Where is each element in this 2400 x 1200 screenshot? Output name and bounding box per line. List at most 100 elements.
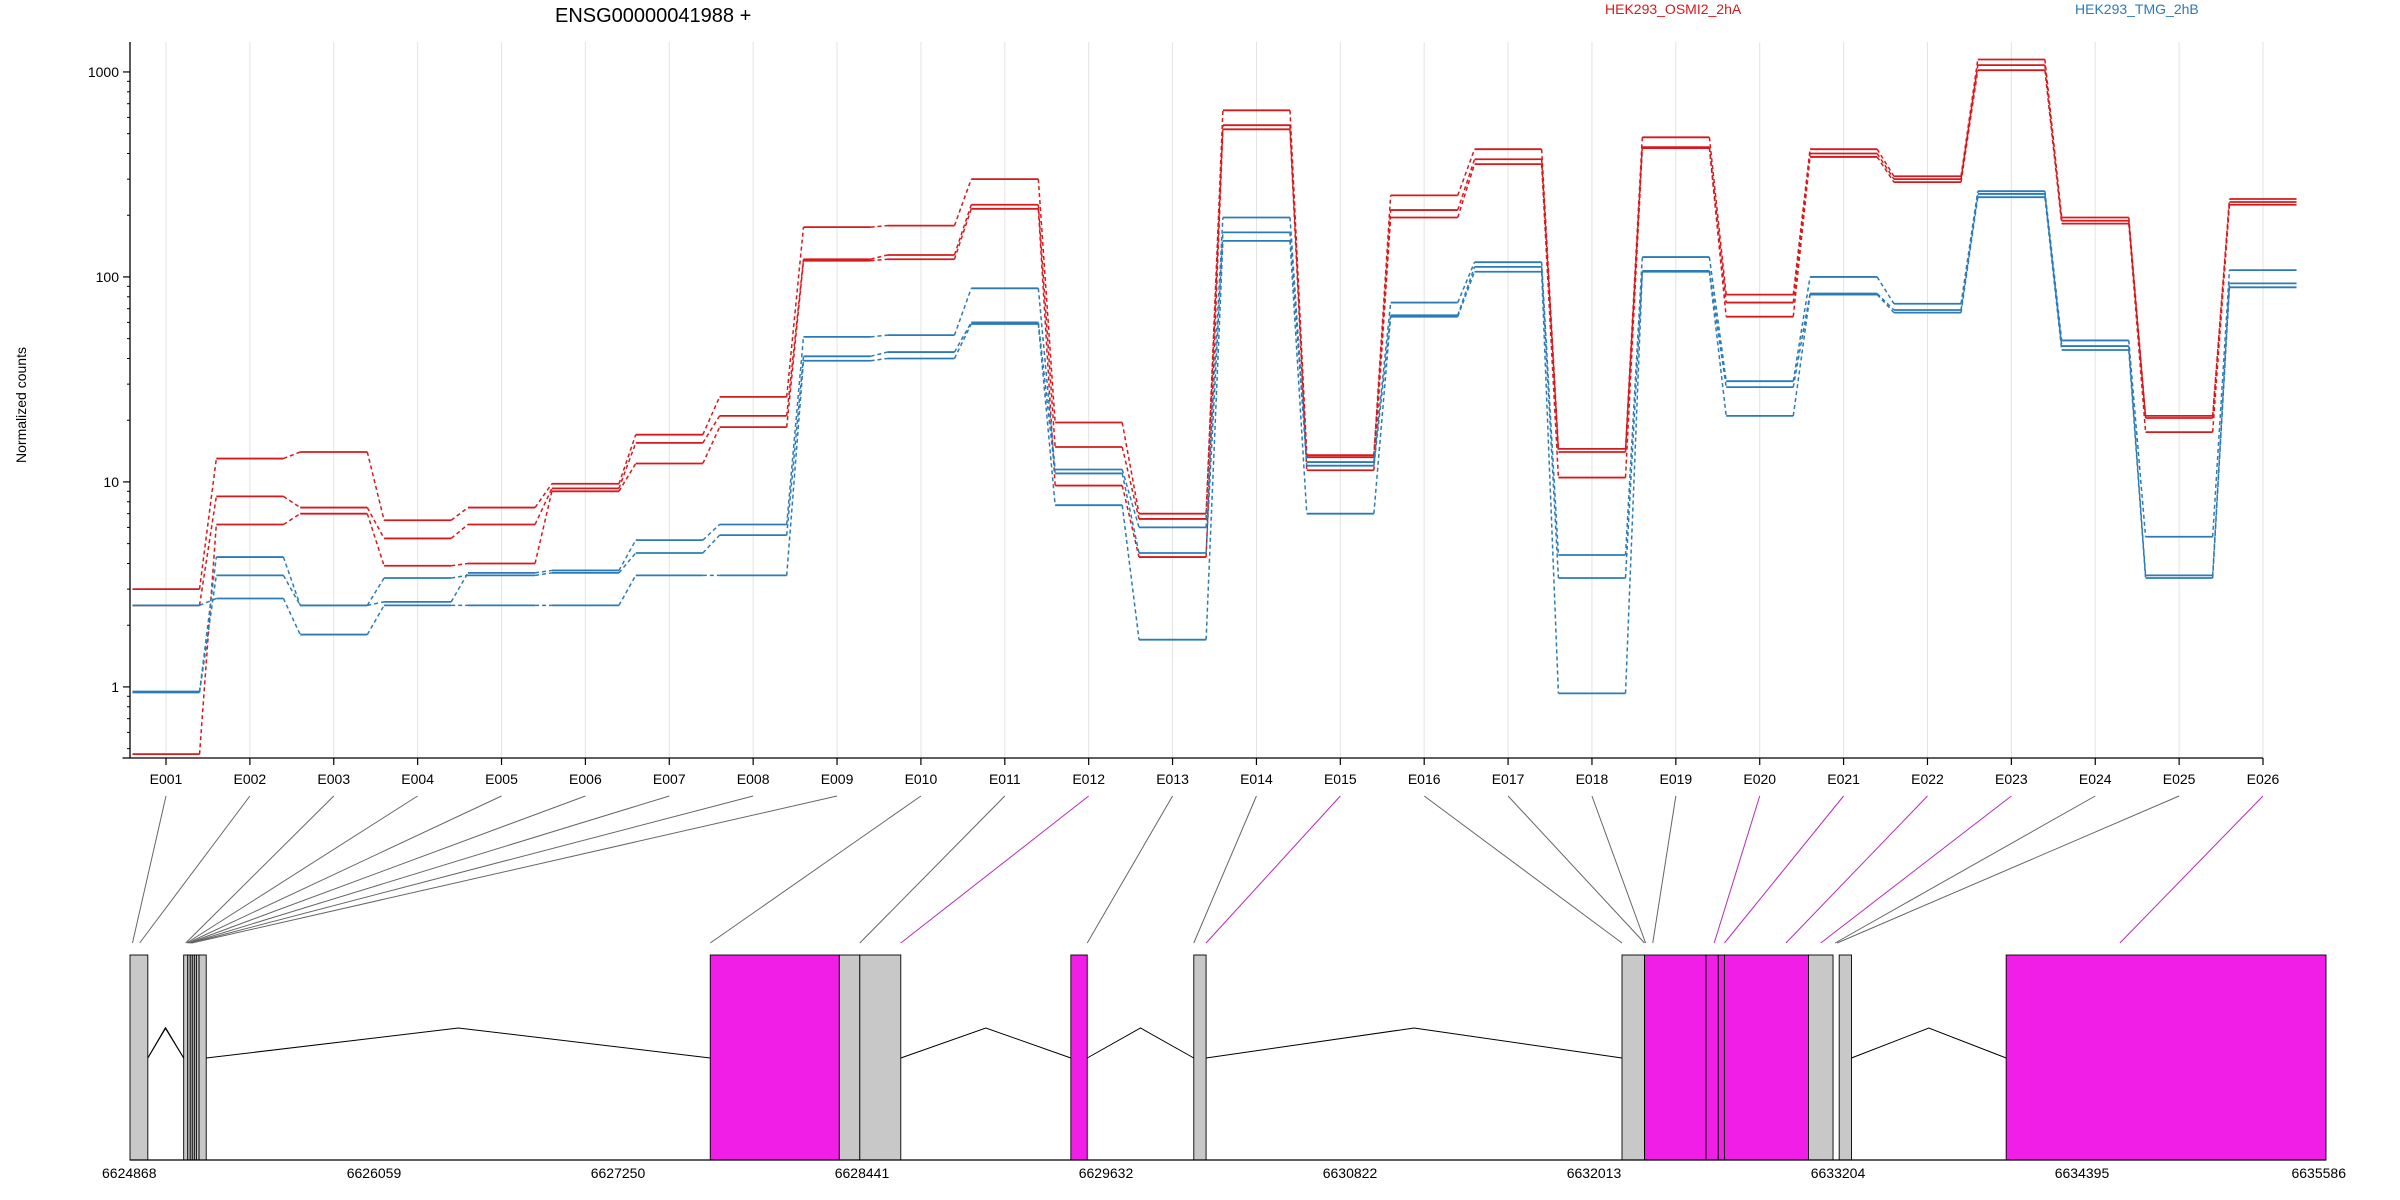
series-connector (1457, 159, 1476, 211)
series-connector (1037, 204, 1056, 448)
series-connector (1960, 193, 1979, 311)
series-connector (702, 426, 721, 464)
x-tick-label-e006: E006 (569, 771, 602, 787)
series-connector (1037, 288, 1056, 470)
series-lines (132, 58, 2297, 756)
series-connector (451, 574, 469, 579)
series-connector (953, 322, 972, 353)
connector-e020 (1713, 795, 1761, 944)
y-tick-label: 100 (96, 269, 120, 285)
gene-model (129, 954, 2327, 1161)
x-tick-label-e012: E012 (1072, 771, 1105, 787)
connector-e019 (1652, 795, 1677, 944)
exon-bin-highlighted (2005, 954, 2327, 1161)
coord-tick-label: 6630822 (1323, 1165, 1378, 1181)
connector-e016 (1423, 795, 1623, 944)
series-connector (1708, 147, 1727, 303)
series-connector (1205, 125, 1224, 519)
series-connector (1121, 505, 1140, 640)
series-connector (2128, 220, 2147, 419)
connector-e017 (1507, 795, 1645, 944)
series-connector (870, 254, 888, 260)
x-tick-label-e021: E021 (1827, 771, 1860, 787)
series-connector (283, 495, 301, 509)
exon-bin (183, 954, 189, 1161)
series-connector (283, 513, 301, 526)
series-connector (1540, 164, 1560, 478)
x-tick-label-e009: E009 (821, 771, 854, 787)
x-tick-label-e026: E026 (2247, 771, 2280, 787)
exon-bin (1808, 954, 1834, 1161)
series-connector (1876, 276, 1895, 305)
series-connector (1457, 163, 1476, 218)
series-connector (1205, 240, 1224, 640)
series-connector (1373, 315, 1392, 466)
series-connector (1289, 232, 1308, 466)
x-tick-label-e022: E022 (1911, 771, 1944, 787)
series-connector (1960, 59, 1979, 177)
exon-bin (129, 954, 149, 1161)
coord-tick-label: 6629632 (1079, 1165, 1134, 1181)
series-connector (618, 539, 637, 571)
series-connector (2128, 349, 2147, 579)
series-connector (1624, 148, 1644, 478)
chart-title: ENSG00000041988 + (555, 5, 751, 27)
series-connector (1373, 217, 1392, 471)
series-connector (2128, 346, 2147, 576)
series-connector (618, 434, 637, 484)
series-connector (1037, 179, 1056, 423)
series-connector (1624, 257, 1644, 556)
connector-e001 (131, 795, 167, 944)
series-connector (1708, 148, 1727, 317)
x-tick-label-e010: E010 (905, 771, 938, 787)
intron-line (147, 1027, 185, 1059)
series-connector (366, 604, 385, 635)
series-connector (1121, 473, 1140, 554)
series-connector (785, 227, 805, 397)
coord-tick-label: 6633204 (1811, 1165, 1866, 1181)
series-connector (953, 323, 972, 359)
series-connector (450, 523, 469, 540)
series-connector (367, 601, 385, 607)
series-connector (1876, 292, 1895, 311)
intron-line (1206, 1027, 1623, 1059)
connector-e012 (900, 795, 1089, 944)
series-connector (785, 360, 805, 576)
series-connector (1876, 153, 1895, 180)
connector-e004 (186, 795, 418, 944)
intron-line (1851, 1027, 2007, 1059)
coord-tick-label: 6627250 (591, 1165, 646, 1181)
connector-e026 (2119, 795, 2264, 944)
series-connector (1540, 266, 1560, 579)
series-connector (618, 552, 637, 574)
legend-entry-tmg: HEK293_TMG_2hB (2075, 1, 2199, 17)
series-connector (1205, 232, 1224, 554)
series-connector (450, 572, 469, 603)
x-tick-label-e025: E025 (2163, 771, 2196, 787)
series-tmg-5 (132, 196, 2297, 695)
series-connector (198, 575, 218, 693)
coord-tick-label: 6635586 (2291, 1165, 2346, 1181)
x-tick-label-e018: E018 (1576, 771, 1609, 787)
x-tick-label-e019: E019 (1659, 771, 1692, 787)
series-connector (1121, 485, 1140, 558)
exon-bin (1838, 954, 1852, 1161)
connector-e008 (190, 795, 754, 944)
series-connector (366, 577, 385, 606)
series-connector (870, 334, 888, 338)
series-connector (2044, 70, 2063, 224)
series-connector (618, 463, 637, 492)
y-tick-label: 1 (111, 679, 119, 695)
x-tick-label-e024: E024 (2079, 771, 2112, 787)
series-connector (785, 356, 805, 536)
exon-bin-highlighted (1644, 954, 1707, 1161)
intron-line (1086, 1027, 1195, 1059)
exon-connectors (131, 795, 2264, 944)
connector-e010 (709, 795, 922, 944)
exon-bin (1621, 954, 1645, 1161)
y-axis: 1 10 100 1000 (88, 42, 131, 758)
connector-e002 (139, 795, 251, 944)
series-connector (1624, 270, 1644, 579)
series-connector (1960, 70, 1979, 183)
